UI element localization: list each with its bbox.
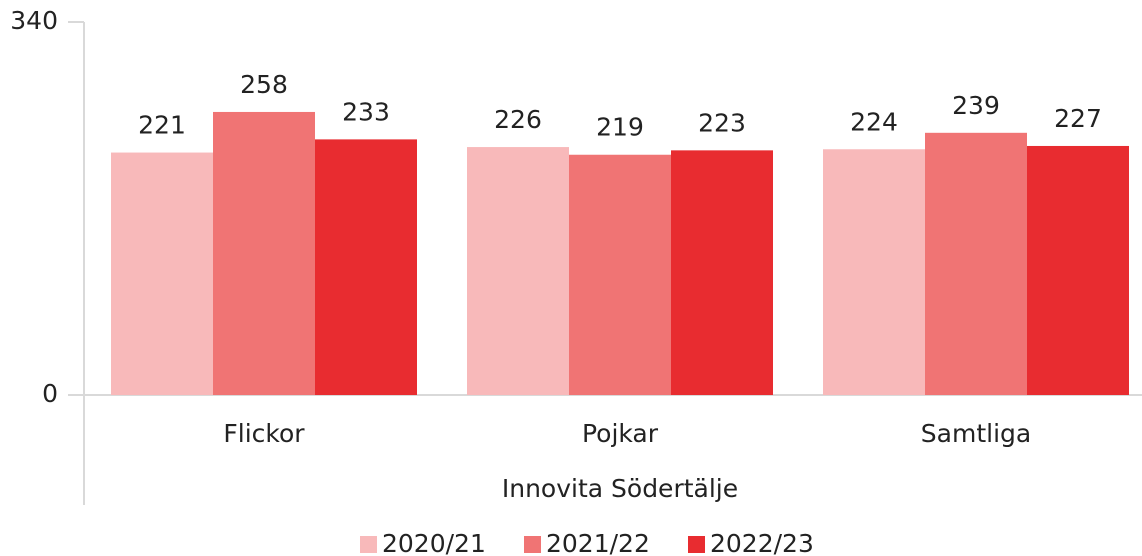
data-label: 258 xyxy=(240,70,288,99)
legend-label: 2021/22 xyxy=(546,529,650,556)
bar xyxy=(925,132,1027,395)
bar xyxy=(467,147,569,395)
x-tick-label: Flickor xyxy=(223,419,305,448)
data-label: 221 xyxy=(138,111,186,140)
x-tick-label: Samtliga xyxy=(921,419,1031,448)
x-axis-title: Innovita Södertälje xyxy=(502,474,738,503)
data-label: 219 xyxy=(596,113,644,142)
data-label: 239 xyxy=(952,91,1000,120)
data-label: 226 xyxy=(494,105,542,134)
bar xyxy=(1027,145,1129,395)
y-tick-label: 340 xyxy=(10,6,58,35)
data-label: 233 xyxy=(342,97,390,126)
legend-label: 2022/23 xyxy=(710,529,814,556)
legend-swatch xyxy=(360,536,377,553)
bar xyxy=(569,154,671,395)
legend-swatch xyxy=(688,536,705,553)
data-label: 224 xyxy=(850,107,898,136)
x-tick-label: Pojkar xyxy=(582,419,659,448)
data-label: 223 xyxy=(698,108,746,137)
legend-swatch xyxy=(524,536,541,553)
bar xyxy=(823,149,925,395)
bar xyxy=(315,139,417,395)
bar xyxy=(213,111,315,395)
legend-label: 2020/21 xyxy=(382,529,486,556)
bar xyxy=(111,152,213,395)
data-label: 227 xyxy=(1054,104,1102,133)
bar xyxy=(671,150,773,395)
y-tick-label: 0 xyxy=(42,379,58,408)
